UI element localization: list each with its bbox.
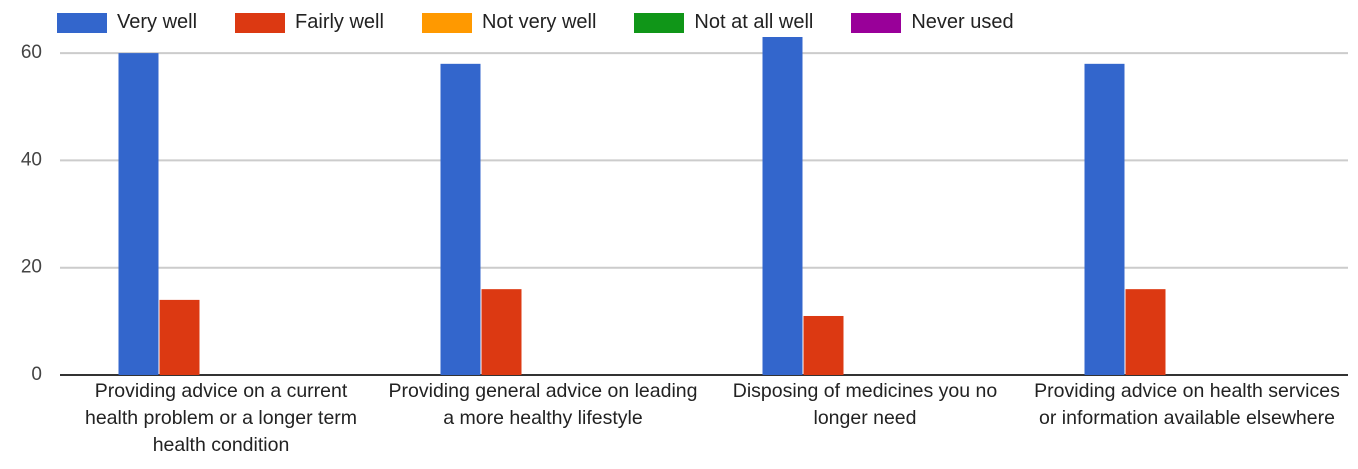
- legend-label: Never used: [911, 11, 1014, 33]
- bar: [159, 299, 200, 375]
- bar: [803, 315, 844, 375]
- legend-label: Not very well: [481, 11, 597, 33]
- legend-item: Never used: [851, 11, 1014, 34]
- bar: [762, 37, 803, 375]
- bar: [1084, 63, 1125, 375]
- bar: [118, 53, 159, 375]
- x-tick-label: Providing advice on health services or i…: [1034, 380, 1340, 429]
- legend-label: Very well: [117, 11, 198, 33]
- x-tick-label: Providing advice on a current health pro…: [84, 380, 358, 456]
- legend-swatch: [421, 12, 472, 33]
- x-tick-label: Providing general advice on leading a mo…: [388, 380, 698, 429]
- legend: Very well Fairly well Not very well Not at …: [57, 11, 1052, 34]
- legend-item: Not at all well: [634, 11, 813, 34]
- legend-item: Not very well: [421, 11, 597, 34]
- y-tick-label: 20: [21, 257, 42, 278]
- legend-label: Not at all well: [694, 11, 814, 33]
- y-tick-label: 60: [21, 42, 42, 63]
- bar: [1125, 289, 1166, 375]
- legend-swatch: [634, 12, 685, 33]
- legend-item: Very well: [57, 11, 197, 34]
- bar: [440, 63, 481, 375]
- y-tick-label: 40: [21, 149, 42, 170]
- legend-item: Fairly well: [235, 11, 384, 34]
- x-tick-label: Disposing of medicines you no longer nee…: [732, 380, 998, 429]
- legend-swatch: [57, 12, 107, 33]
- legend-swatch: [851, 12, 902, 33]
- legend-label: Fairly well: [295, 11, 384, 33]
- bar: [481, 289, 522, 375]
- legend-swatch: [235, 12, 286, 33]
- y-tick-label: 0: [31, 364, 42, 385]
